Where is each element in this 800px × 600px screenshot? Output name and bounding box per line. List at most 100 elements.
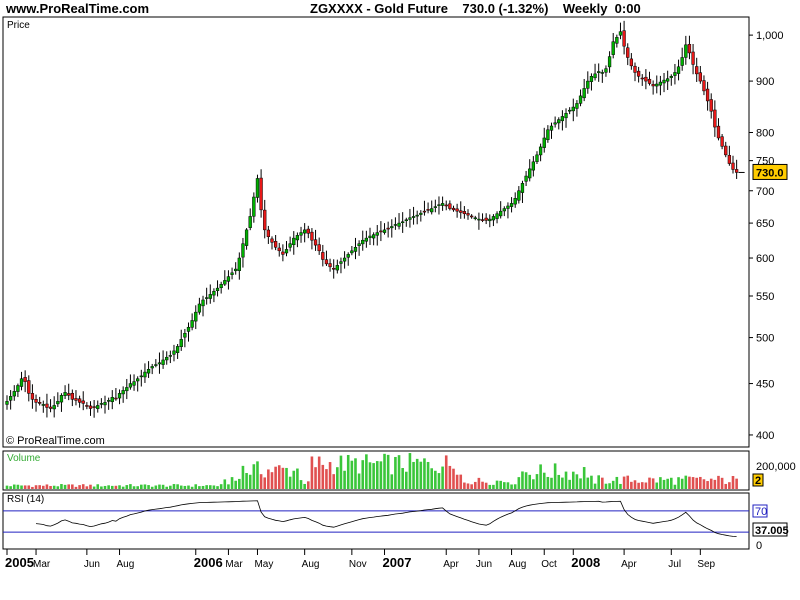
volume-bar xyxy=(274,466,277,489)
volume-bar xyxy=(688,476,691,489)
volume-bar xyxy=(611,480,615,489)
candle-body xyxy=(248,216,252,228)
candle-body xyxy=(684,44,688,58)
volume-bar xyxy=(571,471,575,489)
volume-bar xyxy=(528,474,532,489)
candle-body xyxy=(636,70,641,77)
candle-body xyxy=(81,400,85,404)
candle-body xyxy=(335,265,339,271)
candle-body xyxy=(364,237,369,242)
volume-bar xyxy=(165,486,169,489)
candle-body xyxy=(70,392,74,400)
volume-bar xyxy=(205,485,208,489)
volume-bar xyxy=(666,478,669,489)
candle-body xyxy=(382,229,387,233)
volume-bar xyxy=(463,482,466,489)
candle-body xyxy=(466,213,470,216)
time-tick-label: Mar xyxy=(225,559,243,570)
time-tick-label: 2007 xyxy=(383,555,412,570)
time-label: 0:00 xyxy=(614,1,641,16)
volume-bar xyxy=(473,481,477,489)
volume-bar xyxy=(223,479,227,489)
candle-body xyxy=(165,356,169,361)
candle-body xyxy=(604,68,608,73)
period-label: Weekly xyxy=(562,1,608,16)
volume-bar xyxy=(601,477,604,489)
volume-bar xyxy=(383,453,386,489)
candle-body xyxy=(724,145,728,156)
volume-bar xyxy=(492,484,495,489)
volume-bar xyxy=(542,472,546,489)
volume-bar xyxy=(190,486,194,489)
candle-body xyxy=(371,234,376,239)
price-tick-label: 800 xyxy=(756,127,774,139)
candle-body xyxy=(379,230,383,233)
candle-body xyxy=(259,177,263,211)
candle-body xyxy=(419,212,423,215)
volume-bar xyxy=(434,470,437,489)
volume-bar xyxy=(648,477,651,489)
time-tick-label: Jun xyxy=(476,559,492,570)
volume-bar xyxy=(488,484,492,489)
volume-bar xyxy=(281,467,285,489)
time-tick-label: Nov xyxy=(349,559,367,570)
volume-bar xyxy=(553,463,557,489)
volume-bar xyxy=(651,478,655,489)
candle-body xyxy=(92,406,96,408)
volume-bar xyxy=(673,484,677,489)
volume-bar xyxy=(20,485,23,489)
volume-bar xyxy=(259,474,263,489)
candle-body xyxy=(513,198,517,205)
volume-bar xyxy=(357,473,361,489)
candle-body xyxy=(273,241,278,248)
volume-bar xyxy=(728,482,731,489)
volume-bar xyxy=(452,468,455,489)
candle-body xyxy=(172,350,176,355)
volume-bar xyxy=(466,483,470,489)
candle-body xyxy=(469,215,474,218)
candle-body xyxy=(186,326,191,332)
time-axis: 2005 Mar Jun Aug 2006 Mar May Aug Nov 2007 Apr Jun A… xyxy=(5,549,716,570)
candle-body xyxy=(332,268,336,270)
candle-body xyxy=(270,238,274,243)
candle-body xyxy=(716,125,721,139)
candle-body xyxy=(538,146,543,156)
volume-bar xyxy=(241,465,245,489)
volume-bar xyxy=(590,475,593,489)
rsi-series xyxy=(3,500,749,537)
time-tick-label: Jun xyxy=(84,559,100,570)
volume-bar xyxy=(430,468,434,489)
site-url[interactable]: www.ProRealTime.com xyxy=(6,1,150,16)
candle-body xyxy=(578,95,583,104)
volume-bar xyxy=(699,476,702,489)
candle-body xyxy=(607,56,612,68)
volume-bar xyxy=(60,484,63,489)
candle-body xyxy=(357,243,361,247)
volume-bar xyxy=(118,485,121,489)
volume-bar xyxy=(56,486,60,489)
candle-body xyxy=(658,81,663,86)
candle-body xyxy=(484,217,488,221)
candle-body xyxy=(139,375,143,378)
volume-bar xyxy=(604,483,608,489)
volume-bar xyxy=(470,484,473,489)
candle-body xyxy=(448,203,452,209)
volume-bar xyxy=(481,481,484,489)
candle-body xyxy=(564,113,568,119)
volume-bar xyxy=(89,484,92,489)
candle-body xyxy=(499,210,503,217)
volume-bar xyxy=(669,477,673,489)
volume-bar xyxy=(586,477,590,489)
volume-bar xyxy=(187,485,190,489)
candle-body xyxy=(306,228,310,234)
volume-bar xyxy=(194,484,198,489)
volume-bar xyxy=(158,484,161,489)
volume-bar xyxy=(720,477,724,489)
candle-body xyxy=(38,402,42,404)
candle-body xyxy=(524,175,528,182)
candle-body xyxy=(168,355,172,357)
candle-body xyxy=(328,263,332,268)
volume-bar xyxy=(208,485,212,489)
volume-bar xyxy=(423,458,426,489)
candle-body xyxy=(586,80,590,89)
